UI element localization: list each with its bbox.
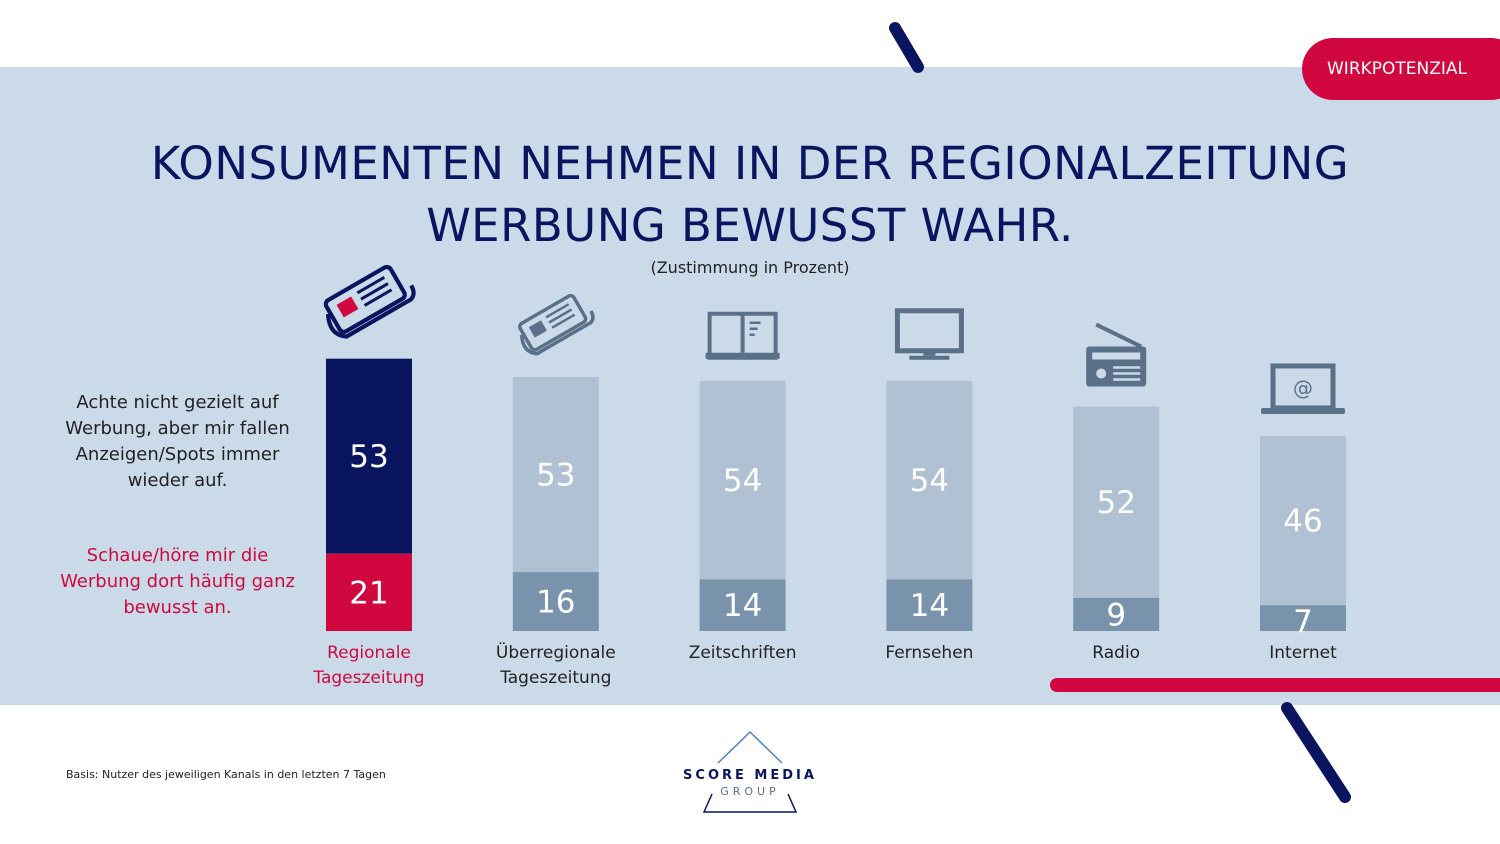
- bar-group: 54 14 Zeitschriften: [689, 380, 797, 663]
- radio-icon: [1086, 322, 1147, 387]
- category-label: Überregionale: [496, 641, 616, 663]
- bar-lower: [1260, 605, 1346, 631]
- title-line-2: WERBUNG BEWUSST WAHR.: [426, 199, 1074, 252]
- bar-group: 53 21 Regionale Tageszeitung: [312, 358, 425, 688]
- chart-subtitle: (Zustimmung in Prozent): [650, 258, 850, 277]
- category-label: Internet: [1269, 643, 1337, 663]
- title-line-1: KONSUMENTEN NEHMEN IN DER REGIONALZEITUN…: [150, 137, 1350, 190]
- bar-group: 53 16 Überregionale Tageszeitung: [496, 377, 616, 688]
- data-label-upper: 52: [1096, 485, 1135, 521]
- tv-icon: [894, 308, 964, 360]
- bar-upper: [1260, 435, 1346, 606]
- decor-stroke-top: [889, 22, 924, 73]
- bar-group: 46 7 Internet: [1260, 435, 1346, 663]
- data-label-upper: 54: [910, 463, 949, 499]
- data-label-upper: 53: [536, 458, 575, 494]
- category-label: Tageszeitung: [312, 668, 424, 688]
- bar-lower: [1073, 597, 1160, 631]
- data-label-upper: 46: [1283, 504, 1322, 540]
- data-label-lower: 14: [723, 588, 762, 624]
- category-label: Tageszeitung: [499, 668, 611, 688]
- page-title: KONSUMENTEN NEHMEN IN DER REGIONALZEITUN…: [0, 133, 1500, 257]
- data-label-lower: 21: [349, 575, 388, 611]
- magazine-icon: [705, 311, 780, 360]
- bar-lower: [326, 553, 412, 631]
- category-label: Regionale: [327, 643, 411, 663]
- logo: SCORE MEDIA GROUP: [670, 728, 830, 818]
- newspaper-icon: [323, 264, 416, 339]
- data-label-upper: 54: [723, 463, 762, 499]
- data-label-lower: 14: [910, 588, 949, 624]
- bar-lower: [886, 579, 973, 631]
- footnote: Basis: Nutzer des jeweiligen Kanals in d…: [66, 768, 386, 781]
- bar-upper: [699, 380, 786, 580]
- legend-lower: Schaue/höre mir die Werbung dort häufig …: [60, 545, 295, 618]
- bar-upper: [1073, 406, 1160, 598]
- bar-group: 54 14 Fernsehen: [885, 380, 973, 663]
- section-badge: WIRKPOTENZIAL: [1302, 38, 1500, 100]
- logo-triangle-icon: [702, 730, 798, 813]
- data-label-lower: 7: [1293, 604, 1313, 640]
- decor-stroke-bottom: [1281, 702, 1351, 803]
- bar-upper: [886, 380, 973, 580]
- newspaper-icon: [518, 293, 595, 356]
- category-label: Zeitschriften: [689, 643, 797, 663]
- category-label: Radio: [1092, 643, 1140, 663]
- svg-text:@: @: [1293, 376, 1313, 400]
- legend-upper: Achte nicht gezielt auf Werbung, aber mi…: [65, 392, 290, 491]
- bar-upper: [326, 358, 412, 554]
- laptop-icon: @: [1261, 363, 1345, 414]
- logo-subtext: GROUP: [720, 785, 780, 798]
- bar-lower: [699, 579, 786, 631]
- category-label: Fernsehen: [885, 643, 973, 663]
- bar-lower: [512, 572, 599, 631]
- bar-upper: [512, 377, 599, 573]
- data-label-lower: 16: [536, 585, 575, 621]
- bar-group: 52 9 Radio: [1073, 406, 1160, 663]
- data-label-lower: 9: [1106, 597, 1126, 633]
- logo-text: SCORE MEDIA: [683, 768, 817, 783]
- data-label-upper: 53: [349, 439, 388, 475]
